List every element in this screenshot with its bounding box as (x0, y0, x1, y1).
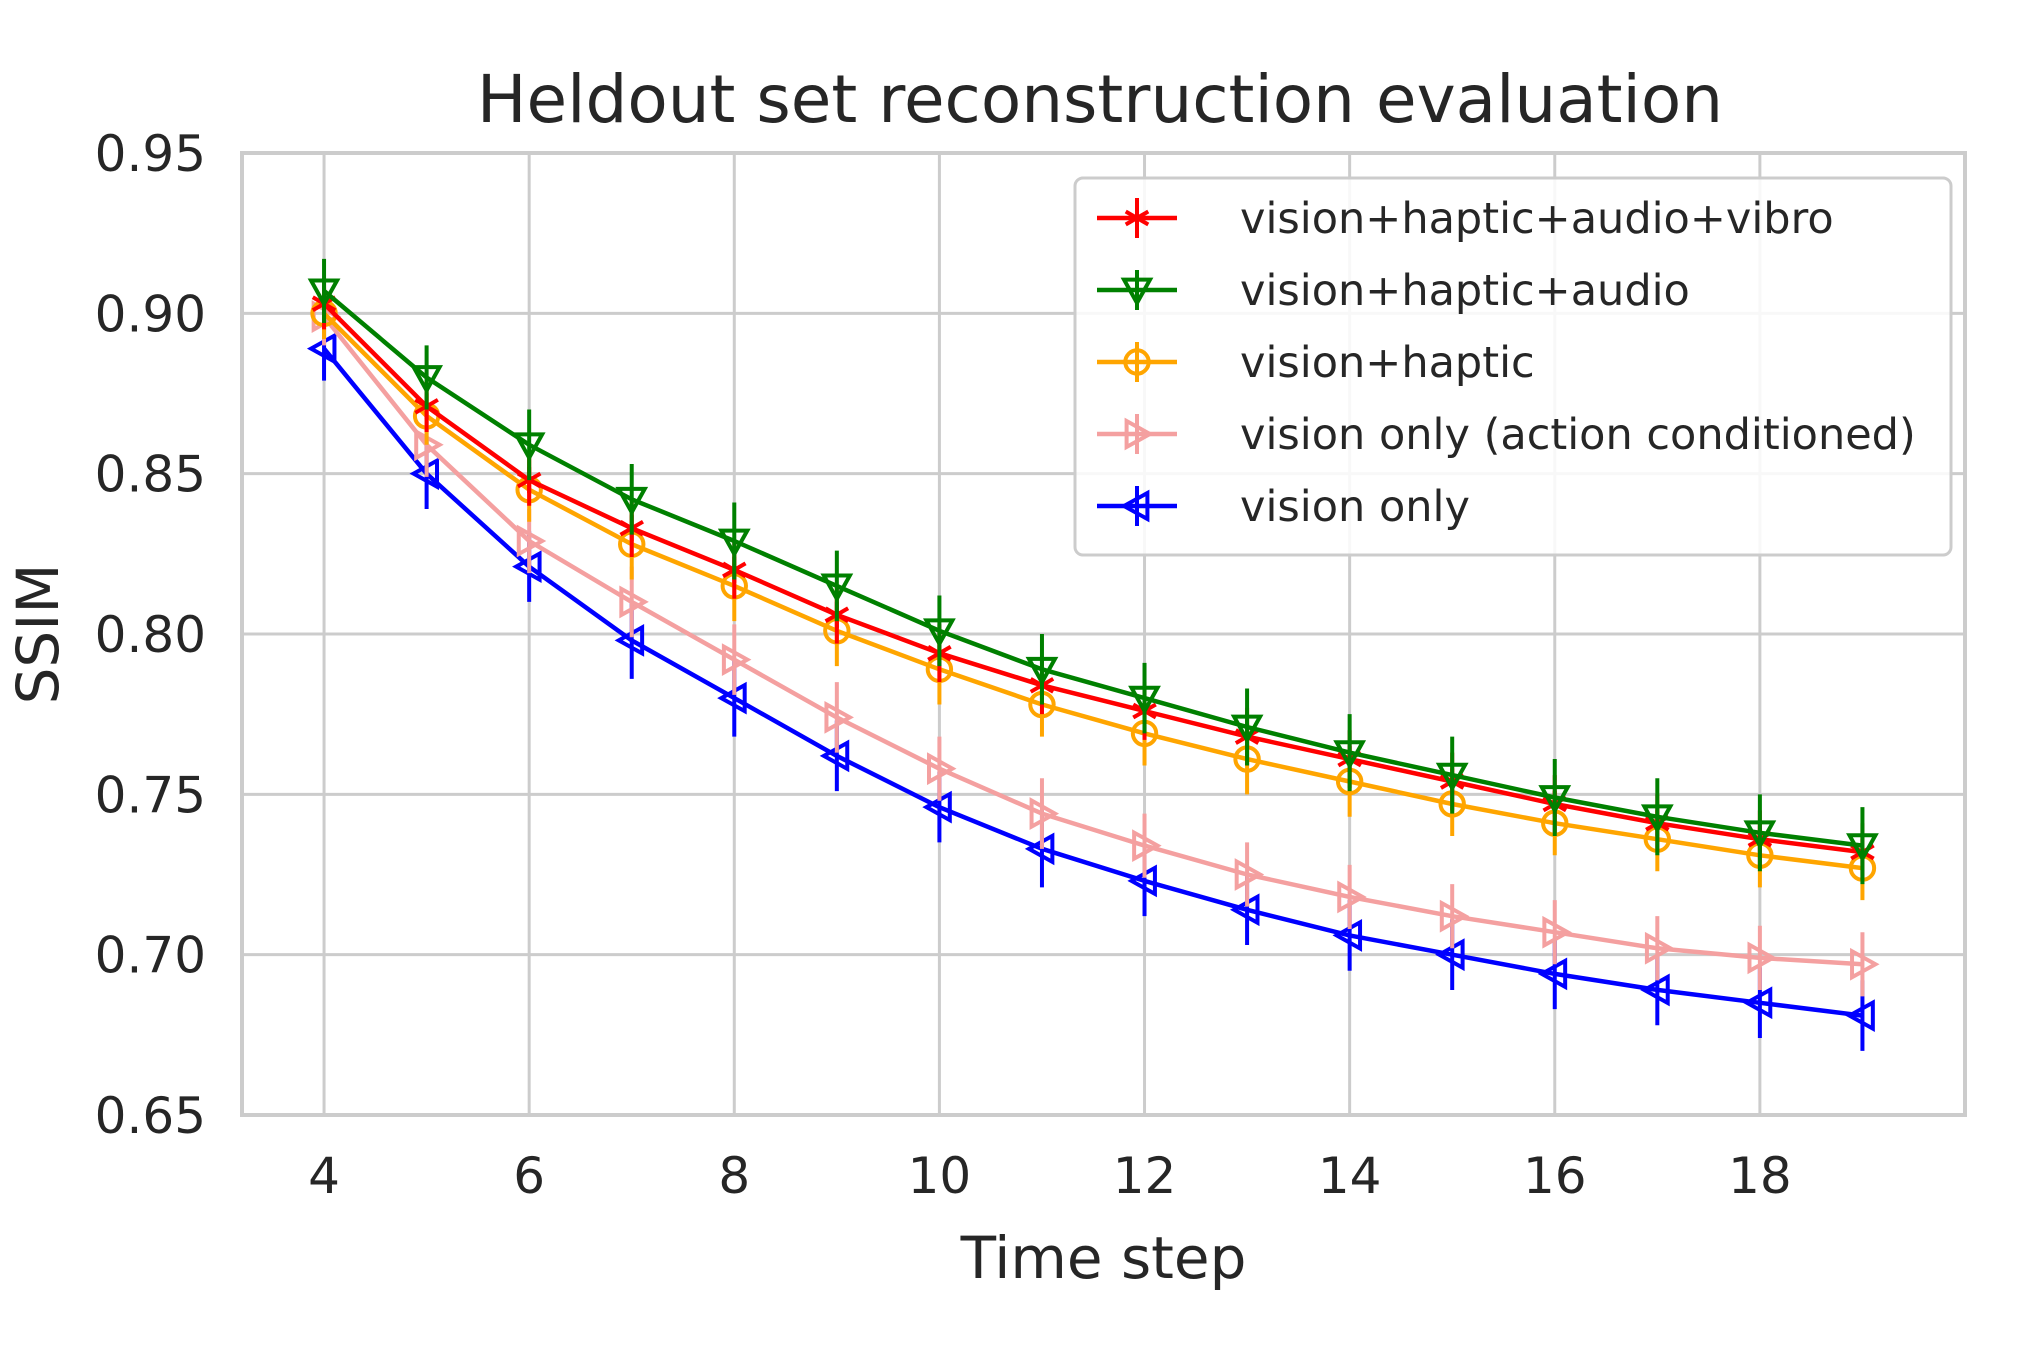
triangle-down-marker (1743, 820, 1777, 850)
series-line (322, 289, 1863, 848)
x-tick-label: 18 (1728, 1147, 1792, 1205)
triangle-left-marker (1845, 999, 1875, 1032)
triangle-down-marker (820, 573, 854, 604)
y-tick-label: 0.75 (95, 766, 206, 824)
series-layer (306, 258, 1880, 1051)
legend-box (1073, 176, 1953, 557)
triangle-left-marker (1119, 489, 1150, 523)
star-marker (1124, 205, 1150, 231)
triangle-right-marker (1029, 797, 1060, 830)
x-axis-ticks: 4 6 8 10 12 14 16 18 (308, 1147, 1792, 1205)
triangle-right-marker (1132, 829, 1162, 863)
triangle-right-marker (1234, 858, 1265, 891)
legend-label: vision+haptic (1240, 338, 1535, 388)
legend-label: vision+haptic+audio+vibro (1240, 194, 1834, 244)
x-tick-label: 4 (308, 1147, 340, 1205)
x-tick-label: 10 (908, 1147, 972, 1205)
series-line (322, 347, 1863, 1018)
y-axis-ticks: 0.65 0.70 0.75 0.80 0.85 0.90 0.95 (95, 125, 206, 1145)
triangle-right-marker (516, 524, 547, 558)
legend-entry: vision+haptic+audio+vibro (1097, 194, 1834, 244)
triangle-right-marker (721, 643, 752, 677)
triangle-right-marker (1124, 417, 1155, 451)
legend-entry: vision only (1097, 482, 1470, 532)
y-tick-label: 0.95 (95, 125, 206, 183)
legend-label: vision only (action conditioned) (1240, 410, 1916, 460)
series-line (322, 315, 1863, 967)
y-tick-label: 0.70 (95, 927, 206, 985)
triangle-down-marker (1025, 656, 1059, 687)
legend-label: vision+haptic+audio (1240, 266, 1690, 316)
circle-marker (1123, 348, 1151, 376)
series-line (322, 302, 1863, 855)
y-tick-label: 0.65 (95, 1087, 206, 1145)
triangle-down-marker (1128, 685, 1161, 716)
triangle-down-marker (717, 528, 751, 559)
triangle-down-marker (615, 486, 649, 517)
y-tick-label: 0.80 (95, 606, 206, 664)
legend-entry: vision+haptic (1097, 338, 1535, 388)
series-3 (311, 287, 1880, 997)
x-tick-label: 8 (718, 1147, 750, 1205)
triangle-right-marker (927, 752, 957, 786)
triangle-left-marker (1640, 973, 1670, 1007)
triangle-down-marker (512, 432, 546, 462)
triangle-down-marker (1538, 785, 1572, 815)
triangle-right-marker (619, 585, 649, 619)
legend-entry: vision+haptic+audio (1097, 266, 1690, 316)
triangle-down-marker (1435, 762, 1469, 793)
triangle-down-marker (1846, 833, 1879, 863)
triangle-right-marker (1644, 931, 1675, 965)
series-line (322, 311, 1863, 871)
triangle-right-marker (1439, 899, 1470, 933)
chart-title: Heldout set reconstruction evaluation (477, 61, 1723, 138)
triangle-left-marker (1537, 957, 1568, 991)
legend-entry: vision only (action conditioned) (1097, 410, 1916, 460)
y-tick-label: 0.90 (95, 285, 206, 343)
x-tick-label: 14 (1318, 1147, 1382, 1205)
triangle-right-marker (824, 700, 854, 734)
x-axis-label: Time step (960, 1224, 1247, 1292)
plot-frame (240, 151, 1967, 1117)
triangle-right-marker (1337, 880, 1367, 914)
x-tick-label: 12 (1113, 1147, 1177, 1205)
legend: vision+haptic+audio+vibro vision+haptic+a… (1073, 176, 1953, 557)
x-tick-label: 16 (1523, 1147, 1587, 1205)
triangle-down-marker (1120, 277, 1154, 308)
x-tick-label: 6 (513, 1147, 545, 1205)
y-tick-label: 0.85 (95, 446, 206, 504)
triangle-down-marker (1333, 740, 1367, 770)
triangle-right-marker (1542, 915, 1572, 949)
legend-label: vision only (1240, 482, 1470, 532)
series-1 (307, 258, 1879, 885)
triangle-left-marker (1742, 986, 1773, 1020)
y-axis-label: SSIM (4, 564, 72, 705)
triangle-down-marker (923, 618, 956, 648)
triangle-down-marker (307, 278, 341, 309)
triangle-down-marker (1230, 714, 1264, 745)
triangle-right-marker (1747, 941, 1777, 975)
triangle-down-marker (410, 365, 444, 395)
triangle-down-marker (1640, 804, 1674, 834)
triangle-right-marker (1850, 947, 1880, 981)
